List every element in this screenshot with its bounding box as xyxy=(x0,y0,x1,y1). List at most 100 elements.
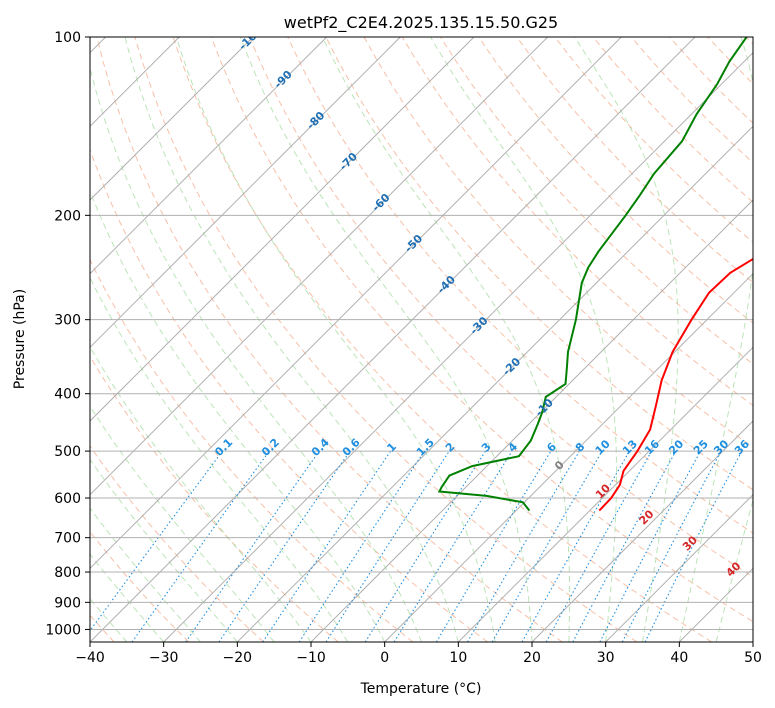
mixing-ratio-line xyxy=(393,450,513,642)
moist-adiabat-line xyxy=(90,65,422,642)
dry-adiabat-line xyxy=(516,37,753,284)
moist-adiabat-line xyxy=(574,37,679,642)
x-tick-label: 20 xyxy=(523,650,541,666)
mixing-ratio-label: 0.4 xyxy=(309,436,332,459)
isotherm-label: -40 xyxy=(435,273,458,296)
y-tick-label: 900 xyxy=(54,595,81,611)
isotherm-line xyxy=(90,37,475,422)
dry-adiabat-line xyxy=(478,37,753,324)
x-tick-label: 0 xyxy=(380,650,389,666)
x-tick-label: −40 xyxy=(75,650,105,666)
isotherm-line xyxy=(678,567,753,642)
mixing-ratio-line xyxy=(435,450,552,642)
isotherm-line xyxy=(90,37,622,570)
moist-adiabat-line xyxy=(90,276,349,642)
temperature-profile-line xyxy=(598,257,753,512)
mixing-ratio-label: 0.6 xyxy=(340,436,363,459)
isotherm-line xyxy=(90,37,549,496)
mixing-ratio-label: 2 xyxy=(443,440,458,455)
isotherm-line xyxy=(384,272,753,642)
dry-adiabat-line xyxy=(90,355,339,642)
y-tick-label: 400 xyxy=(54,387,81,403)
moist-adiabat-line xyxy=(322,37,571,642)
mixing-ratio-line xyxy=(521,450,630,642)
plot-frame xyxy=(89,36,754,643)
mixing-ratio-label: 25 xyxy=(691,437,711,457)
horizontal-gridlines xyxy=(90,37,753,630)
x-tick-label: −10 xyxy=(296,650,326,666)
dry-adiabat-line xyxy=(554,37,753,243)
y-tick-label: 600 xyxy=(54,491,81,507)
dry-adiabat-line xyxy=(172,37,712,642)
isotherm-line xyxy=(90,37,696,642)
dry-adiabat-line xyxy=(134,37,638,642)
dry-adiabat-line xyxy=(707,37,753,85)
isotherm-line xyxy=(236,125,753,642)
mixing-ratio-line xyxy=(262,450,392,642)
dry-adiabat-line xyxy=(325,37,753,491)
dry-adiabat-line xyxy=(745,37,753,45)
moist-adiabat-line xyxy=(90,345,312,642)
mixing-ratio-label: 0.1 xyxy=(212,436,235,459)
x-tick-label: −30 xyxy=(149,650,179,666)
isotherm-line xyxy=(605,493,753,642)
dry-adiabat-line xyxy=(287,37,753,534)
isotherm-label: -30 xyxy=(467,314,490,337)
isotherm-label: -90 xyxy=(272,68,295,91)
y-tick-label: 1000 xyxy=(45,622,81,638)
dry-adiabat-line xyxy=(96,37,563,642)
moist-adiabat-line xyxy=(175,37,496,642)
x-tick-label: −20 xyxy=(223,650,253,666)
mixing-ratio-label: 30 xyxy=(711,437,731,457)
mixing-ratio-label: 10 xyxy=(593,437,613,457)
moist-adiabat-line xyxy=(239,37,533,642)
mixing-ratio-line xyxy=(298,450,425,642)
x-tick-label: 40 xyxy=(670,650,688,666)
profile-lines xyxy=(437,37,753,512)
y-axis-label: Pressure (hPa) xyxy=(12,289,28,389)
dry-adiabat-line xyxy=(669,37,753,124)
isotherm-line xyxy=(457,346,753,642)
theta-label: 0 xyxy=(552,458,567,473)
moist-adiabat-line xyxy=(90,597,128,642)
isotherm-line xyxy=(163,51,753,642)
x-axis-label: Temperature (°C) xyxy=(360,681,482,697)
moist-adiabat-line xyxy=(124,37,459,642)
moist-adiabat-line xyxy=(678,37,753,642)
dry-adiabat-line xyxy=(90,148,488,642)
mixing-ratio-label: 36 xyxy=(732,437,752,457)
isotherm-label: -60 xyxy=(369,191,392,214)
background-lines xyxy=(90,37,753,642)
mixing-ratio-line xyxy=(572,450,677,642)
mixing-ratio-line xyxy=(90,450,223,632)
isotherm-label: -100 xyxy=(236,24,265,53)
x-axis: −40 −30 −20 −10 0 10 20 30 40 50 xyxy=(75,642,762,666)
dry-adiabat-line xyxy=(210,37,753,623)
moist-adiabat-line xyxy=(90,189,386,642)
mixing-ratio-label: 4 xyxy=(506,440,521,455)
mixing-ratio-label: 3 xyxy=(479,440,494,455)
x-tick-label: 50 xyxy=(744,650,762,666)
moist-adiabat-line xyxy=(90,458,238,642)
in-plot-labels: -100-90-80-70-60-50-40-30-20-100.1 0.2 0.4… xyxy=(212,24,752,580)
mixing-ratio-label: 8 xyxy=(573,440,588,455)
moist-adiabat-line xyxy=(90,553,165,642)
y-axis: 100 200 300 400 500 600 700 800 900 1000 xyxy=(45,30,90,638)
y-tick-label: 700 xyxy=(54,531,81,547)
dry-adiabat-line xyxy=(592,37,753,203)
x-tick-label: 30 xyxy=(597,650,615,666)
mixing-ratio-label: 1 xyxy=(384,440,399,455)
isotherm-label: -20 xyxy=(500,355,523,378)
moist-adiabat-line xyxy=(90,507,201,642)
dewpoint-profile-line xyxy=(437,37,748,512)
mixing-ratio-line xyxy=(185,450,320,642)
chart-title: wetPf2_C2E4.2025.135.15.50.G25 xyxy=(284,13,558,33)
isotherm-label: -50 xyxy=(402,232,425,255)
mixing-ratio-line xyxy=(467,450,580,642)
isotherm-line xyxy=(310,199,753,642)
mixing-ratio-line xyxy=(545,450,653,642)
isotherm-label: -80 xyxy=(304,109,327,132)
isotherm-line xyxy=(90,37,254,201)
mixing-ratio-line xyxy=(325,450,450,642)
